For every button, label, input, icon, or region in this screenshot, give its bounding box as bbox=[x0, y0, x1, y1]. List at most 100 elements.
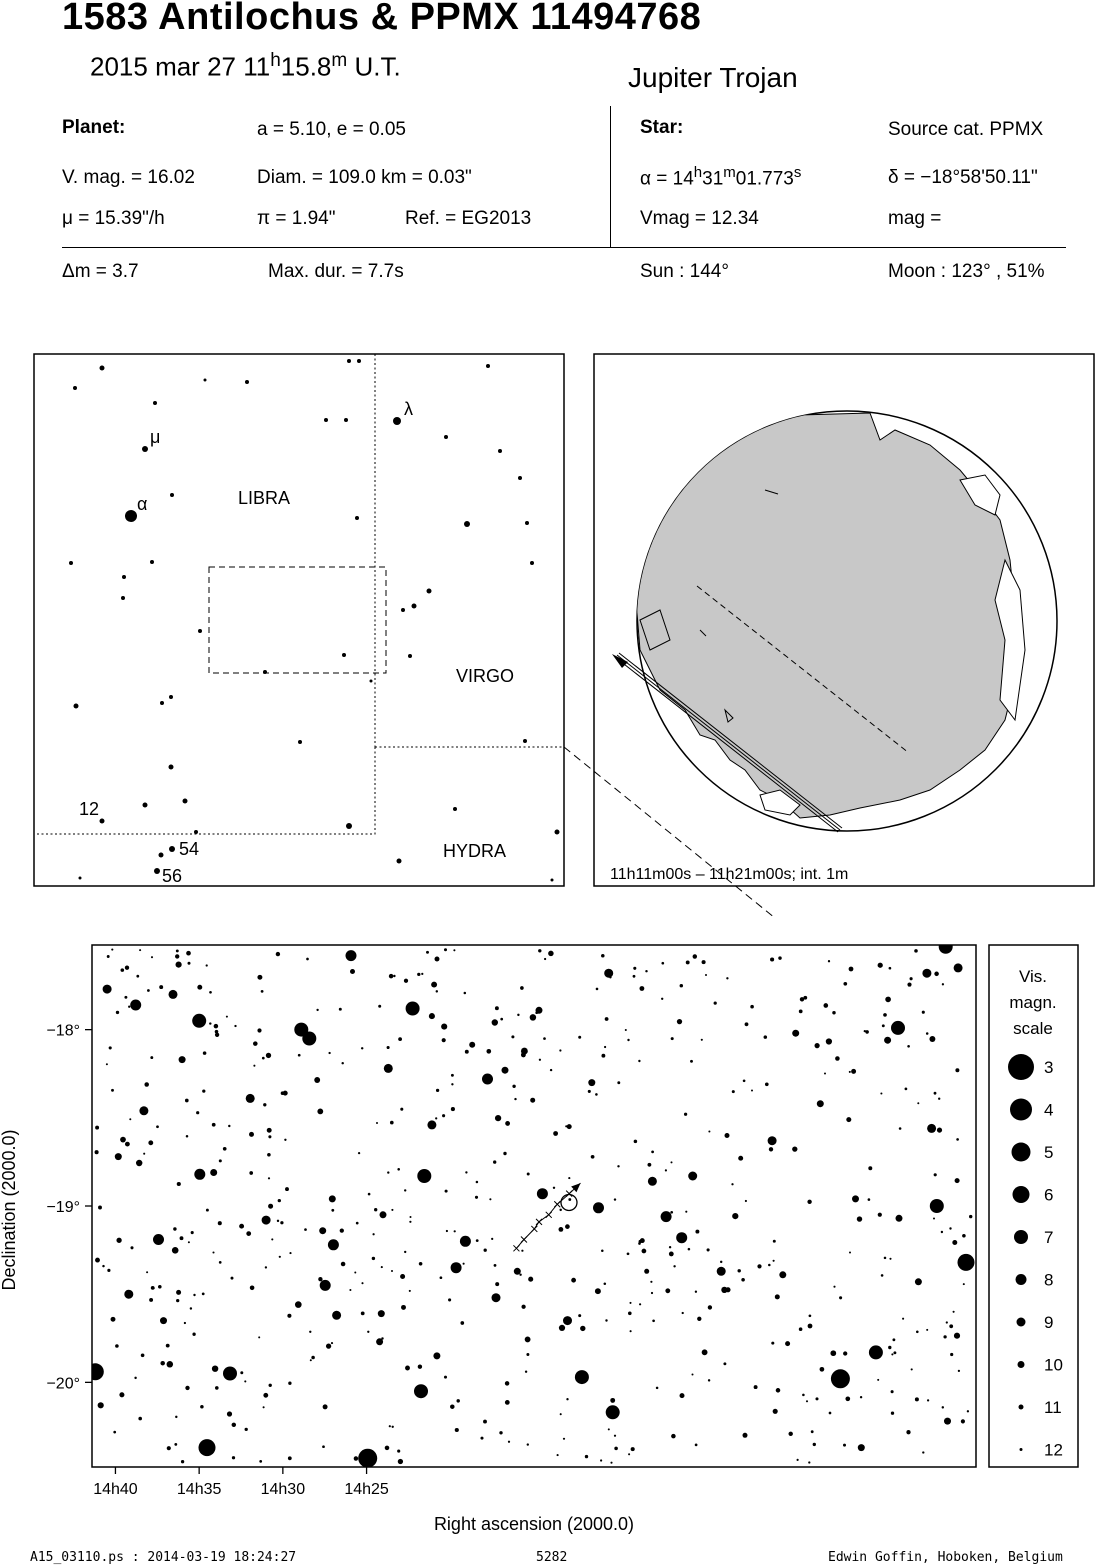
map-star bbox=[812, 1442, 816, 1447]
map-star bbox=[435, 990, 439, 993]
map-star bbox=[302, 1031, 317, 1046]
detail-map-frame bbox=[91, 944, 977, 1468]
map-star bbox=[845, 1396, 851, 1402]
earth-shading bbox=[637, 412, 1026, 819]
map-star bbox=[268, 1203, 274, 1209]
finder-star bbox=[355, 516, 359, 520]
map-star bbox=[277, 1198, 281, 1203]
map-star bbox=[218, 1261, 222, 1264]
map-star bbox=[731, 1090, 735, 1094]
map-star bbox=[417, 972, 421, 977]
map-star bbox=[462, 1262, 465, 1265]
map-star bbox=[176, 1289, 182, 1295]
map-star bbox=[186, 950, 191, 956]
map-star bbox=[257, 974, 263, 980]
map-star bbox=[816, 1100, 824, 1108]
map-star bbox=[95, 1257, 100, 1263]
legend-swatch bbox=[1012, 1186, 1030, 1203]
map-star bbox=[945, 1321, 948, 1324]
map-star bbox=[460, 1321, 465, 1325]
map-star bbox=[593, 1202, 604, 1214]
globe-time-range: 11h11m00s – 11h21m00s; int. 1m bbox=[610, 866, 848, 883]
finder-star bbox=[369, 679, 373, 683]
map-star bbox=[785, 1341, 791, 1347]
map-star bbox=[374, 1208, 378, 1212]
finder-star bbox=[122, 575, 126, 579]
map-star bbox=[892, 1338, 896, 1342]
ra-sec: 01.773 bbox=[735, 168, 794, 190]
map-star bbox=[175, 961, 182, 968]
map-star bbox=[150, 1286, 155, 1290]
map-star bbox=[183, 1321, 187, 1325]
map-star bbox=[427, 1120, 437, 1130]
map-star bbox=[433, 1352, 441, 1360]
star-ra: α = 14h31m01.773s bbox=[640, 164, 801, 190]
map-star bbox=[453, 1230, 456, 1233]
map-star bbox=[694, 1443, 698, 1447]
table-divider-horizontal bbox=[62, 247, 1066, 248]
map-star bbox=[601, 1249, 604, 1253]
map-star bbox=[744, 1022, 749, 1027]
map-star bbox=[389, 1120, 394, 1125]
planet-parallax: π = 1.94" bbox=[257, 208, 336, 229]
map-star bbox=[521, 1304, 526, 1309]
map-star bbox=[553, 1131, 559, 1136]
map-star bbox=[578, 1035, 582, 1039]
map-star bbox=[108, 1046, 112, 1050]
map-star bbox=[136, 974, 140, 978]
map-star bbox=[414, 1384, 428, 1399]
map-star bbox=[521, 1249, 524, 1252]
map-star bbox=[404, 1250, 407, 1254]
map-star bbox=[601, 1053, 606, 1058]
map-star bbox=[491, 1237, 494, 1241]
map-star bbox=[526, 1443, 529, 1446]
map-star bbox=[193, 1293, 196, 1297]
map-star bbox=[676, 1018, 683, 1025]
map-star bbox=[442, 1114, 446, 1118]
map-star bbox=[880, 1092, 883, 1095]
target-star-marker bbox=[560, 1193, 578, 1212]
map-star bbox=[613, 1198, 617, 1201]
map-star bbox=[536, 1188, 548, 1200]
map-star bbox=[304, 1228, 307, 1231]
finder-star bbox=[357, 359, 361, 363]
map-star bbox=[328, 1195, 336, 1203]
map-star bbox=[914, 949, 918, 953]
map-star bbox=[486, 1048, 492, 1054]
finder-chart-frame bbox=[33, 353, 565, 887]
planet-diameter: Diam. = 109.0 km = 0.03" bbox=[257, 167, 472, 188]
map-star bbox=[706, 1248, 710, 1252]
finder-star bbox=[154, 868, 160, 874]
map-star bbox=[124, 1141, 130, 1147]
map-star bbox=[115, 1010, 120, 1015]
object-type: Jupiter Trojan bbox=[628, 62, 798, 93]
map-star bbox=[956, 1138, 959, 1141]
map-star bbox=[932, 1217, 936, 1220]
map-star bbox=[563, 1316, 572, 1326]
finder-star bbox=[550, 878, 554, 882]
map-star bbox=[514, 1097, 517, 1101]
map-star bbox=[360, 1311, 365, 1316]
map-star bbox=[595, 987, 599, 991]
hour-unit: h bbox=[270, 50, 281, 71]
map-star bbox=[503, 1151, 507, 1156]
map-star bbox=[504, 1400, 510, 1405]
map-star bbox=[909, 977, 913, 981]
map-star bbox=[102, 984, 112, 994]
finder-star bbox=[169, 695, 173, 699]
map-star bbox=[451, 1083, 454, 1086]
map-star bbox=[944, 1417, 951, 1425]
map-star bbox=[426, 950, 429, 954]
finder-star bbox=[150, 560, 154, 564]
map-star bbox=[848, 1251, 852, 1254]
map-star bbox=[566, 1398, 569, 1401]
map-star bbox=[955, 1068, 960, 1073]
finder-star bbox=[142, 802, 148, 808]
map-star bbox=[383, 1063, 393, 1073]
map-star bbox=[111, 1088, 114, 1092]
map-star bbox=[397, 1168, 400, 1171]
finder-star bbox=[73, 703, 79, 709]
map-star bbox=[371, 1256, 376, 1261]
map-star bbox=[322, 1404, 328, 1410]
map-star bbox=[214, 1029, 219, 1034]
